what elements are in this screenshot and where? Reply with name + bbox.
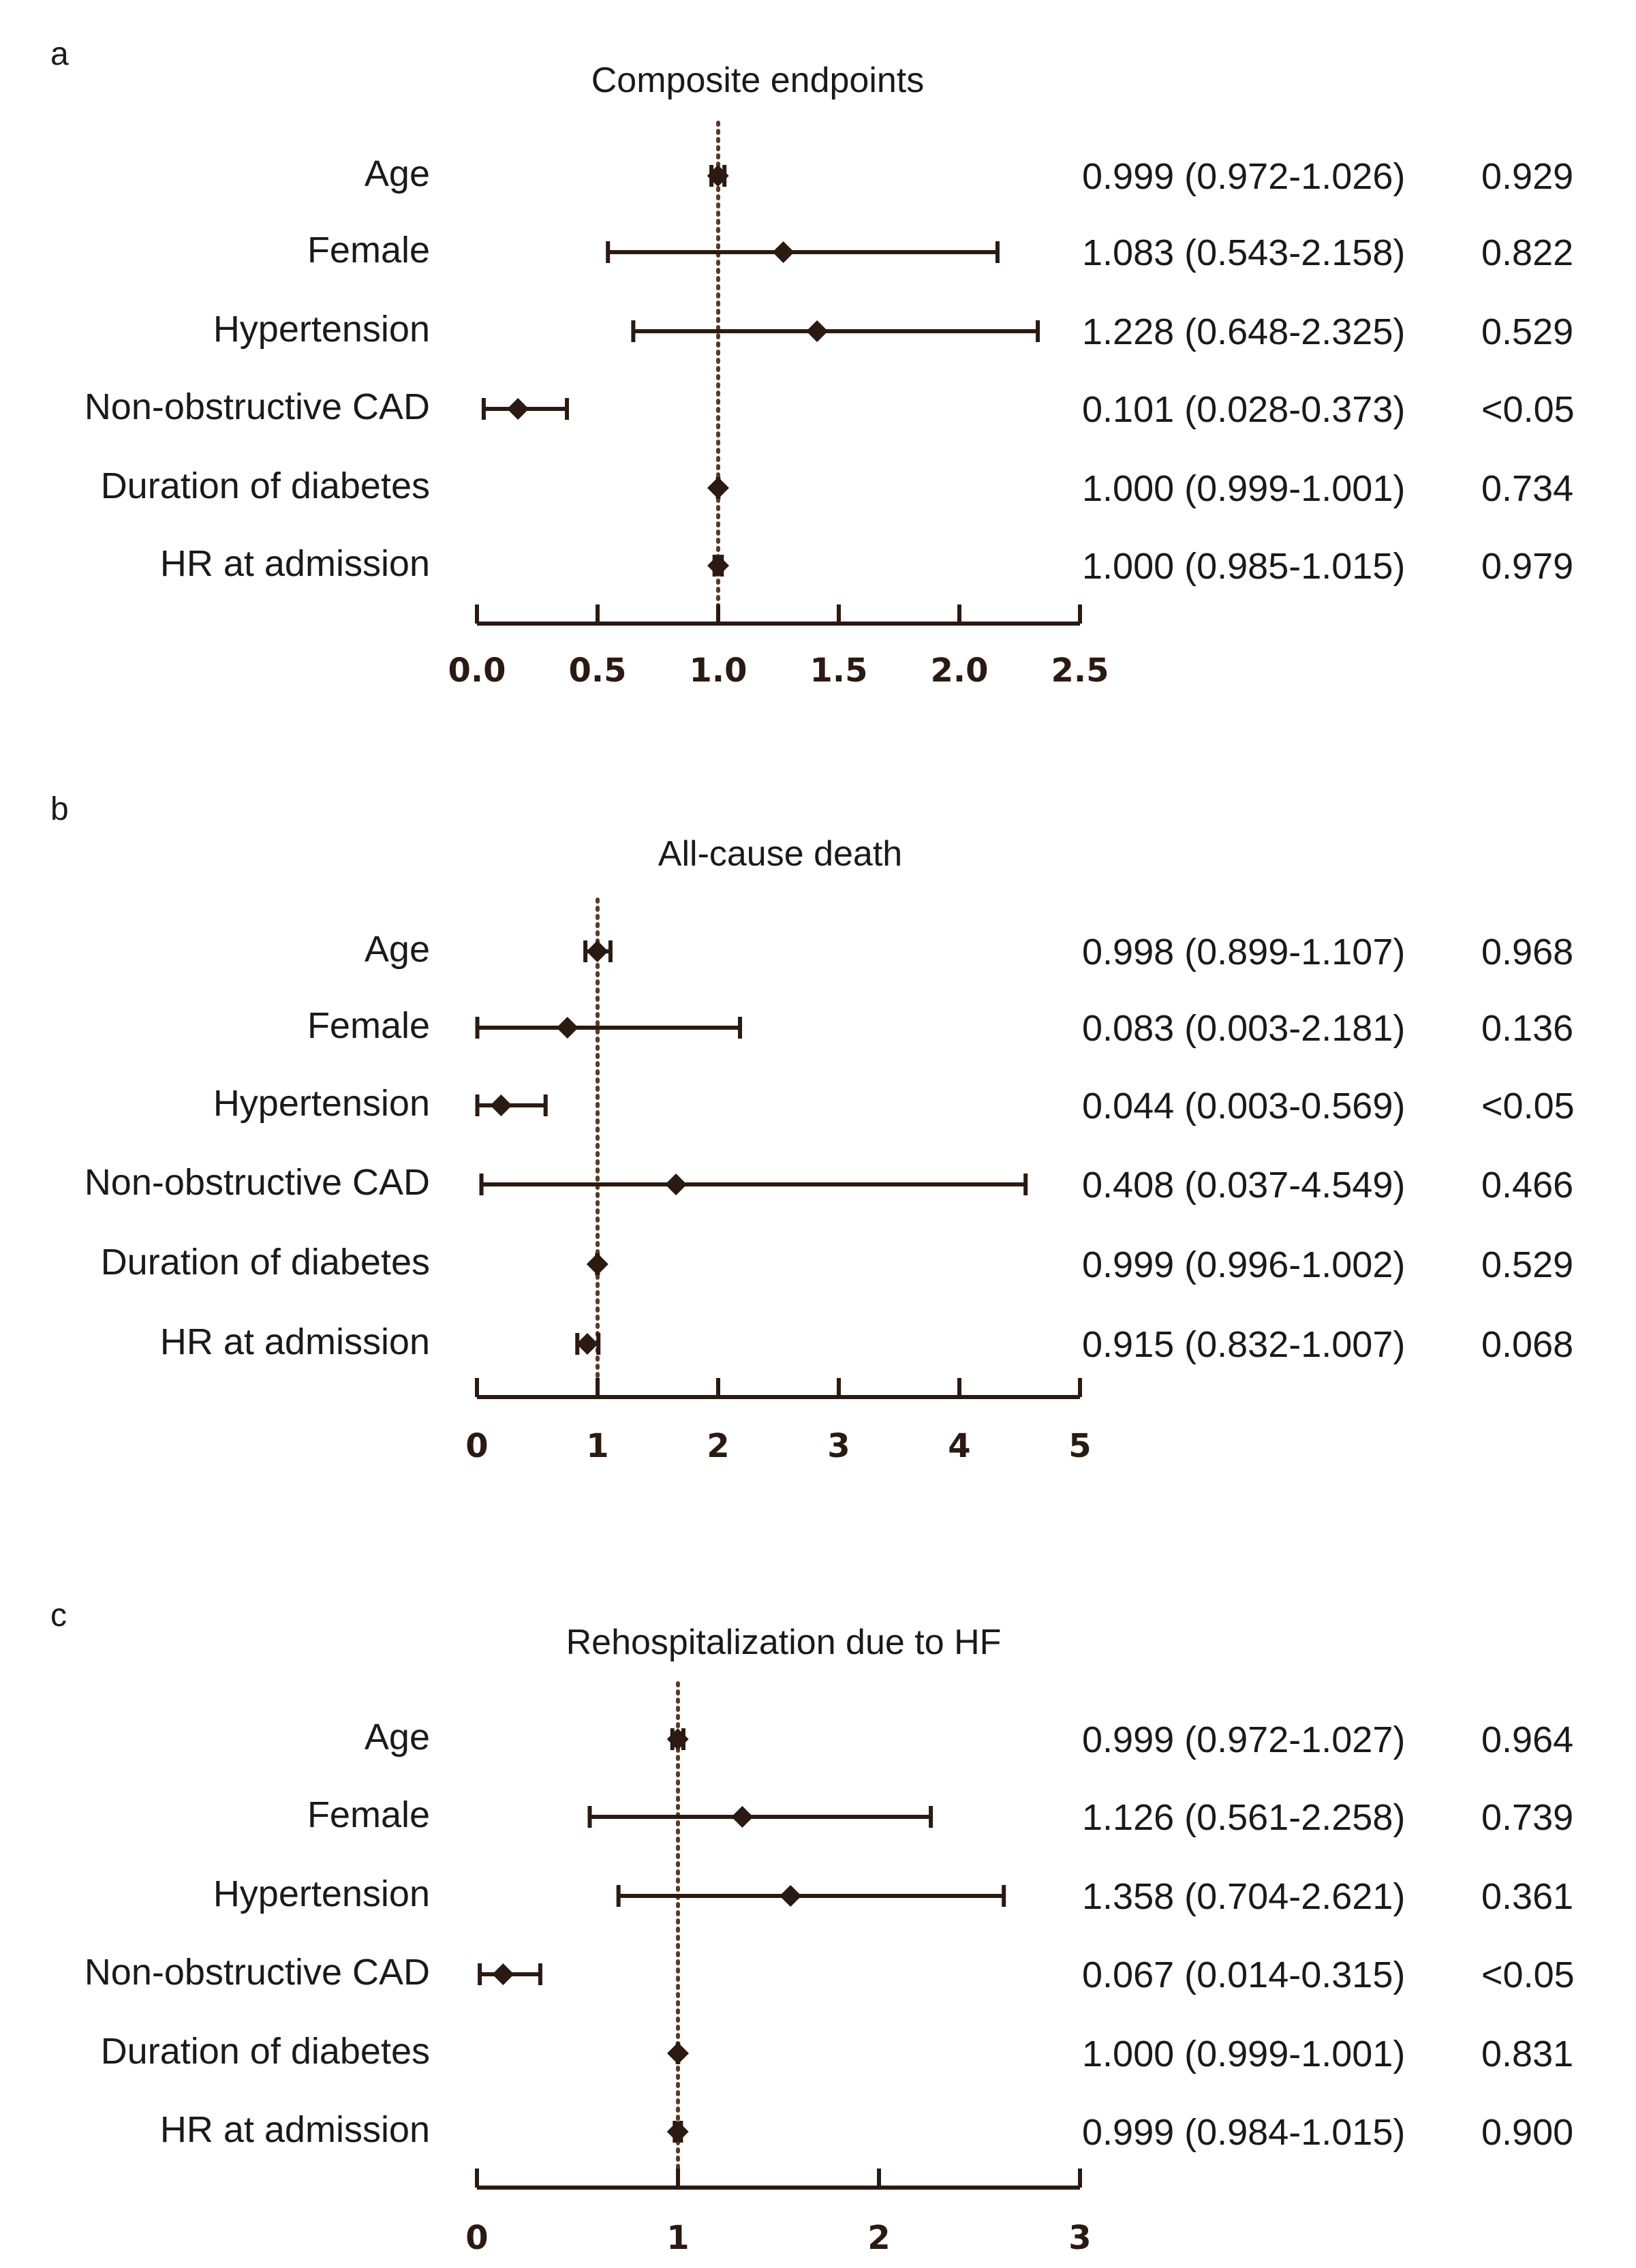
hazard-ratio-ci: 0.915 (0.832-1.007) (1082, 1324, 1406, 1365)
row-label: Age (364, 1717, 430, 1758)
point-estimate (707, 477, 729, 499)
point-estimate (731, 1806, 754, 1828)
point-estimate (666, 2121, 689, 2143)
x-tick-label: 3 (827, 1427, 850, 1465)
x-tick-label: 2 (707, 1427, 729, 1465)
p-value: <0.05 (1481, 389, 1575, 430)
p-value: 0.734 (1481, 468, 1574, 509)
panel-letter: c (50, 1597, 67, 1634)
x-tick-label: 1 (586, 1427, 608, 1465)
panel-title: Composite endpoints (591, 61, 925, 100)
panel-title: All-cause death (658, 834, 903, 874)
hazard-ratio-ci: 0.999 (0.972-1.026) (1082, 156, 1406, 197)
row-label: Non-obstructive CAD (84, 1952, 430, 1993)
x-tick-label: 5 (1068, 1427, 1091, 1465)
point-estimate (507, 398, 529, 420)
row-label: HR at admission (159, 1321, 430, 1362)
p-value: 0.831 (1481, 2034, 1574, 2074)
x-tick-label: 0.5 (568, 652, 626, 690)
p-value: 0.739 (1481, 1797, 1574, 1838)
row-label: Duration of diabetes (100, 465, 430, 506)
row-label: Non-obstructive CAD (84, 386, 430, 427)
p-value: 0.822 (1481, 232, 1574, 273)
panel-letter: b (50, 791, 69, 827)
p-value: 0.929 (1481, 156, 1574, 197)
point-estimate (556, 1017, 578, 1039)
x-tick-label: 2.0 (930, 652, 988, 690)
row-label: Duration of diabetes (100, 1242, 430, 1283)
hazard-ratio-ci: 0.999 (0.972-1.027) (1082, 1719, 1406, 1760)
point-estimate (806, 320, 829, 342)
x-tick-label: 0 (465, 2219, 488, 2257)
panel-title: Rehospitalization due to HF (566, 1623, 1002, 1662)
point-estimate (492, 1963, 514, 1985)
hazard-ratio-ci: 1.000 (0.999-1.001) (1082, 2034, 1406, 2074)
p-value: 0.361 (1481, 1876, 1574, 1917)
p-value: 0.068 (1481, 1324, 1574, 1365)
p-value: 0.979 (1481, 546, 1574, 587)
x-tick-label: 1.5 (809, 652, 867, 690)
row-label: HR at admission (159, 543, 430, 584)
forest-plot-a: 0.0 0.5 1.0 1.5 2.0 2.5 (448, 121, 1109, 690)
hazard-ratio-ci: 0.999 (0.984-1.015) (1082, 2112, 1406, 2153)
hazard-ratio-ci: 0.101 (0.028-0.373) (1082, 389, 1406, 430)
hazard-ratio-ci: 0.067 (0.014-0.315) (1082, 1955, 1406, 1995)
hazard-ratio-ci: 0.999 (0.996-1.002) (1082, 1244, 1406, 1285)
p-value: 0.900 (1481, 2112, 1574, 2153)
point-estimate (490, 1094, 512, 1116)
row-label: Duration of diabetes (100, 2031, 430, 2072)
panel-letter: a (50, 36, 69, 72)
p-value: 0.529 (1481, 1244, 1574, 1285)
row-label: HR at admission (159, 2109, 430, 2150)
hazard-ratio-ci: 1.358 (0.704-2.621) (1082, 1876, 1406, 1917)
p-value: 0.964 (1481, 1719, 1574, 1760)
p-value: 0.968 (1481, 932, 1574, 972)
x-tick-label: 1 (666, 2219, 689, 2257)
x-tick-label: 4 (948, 1427, 970, 1465)
x-tick-label: 0 (465, 1427, 488, 1465)
row-label: Female (307, 1794, 430, 1835)
hazard-ratio-ci: 1.000 (0.985-1.015) (1082, 546, 1406, 587)
hazard-ratio-ci: 0.044 (0.003-0.569) (1082, 1086, 1406, 1127)
p-value: 0.136 (1481, 1008, 1574, 1049)
row-label: Age (364, 929, 430, 970)
x-tick-label: 1.0 (689, 652, 747, 690)
row-label: Female (307, 1005, 430, 1046)
forest-plot-b: 0 1 2 3 4 5 (465, 898, 1092, 1465)
point-estimate (707, 555, 729, 577)
point-estimate (772, 241, 794, 263)
point-estimate (665, 1174, 688, 1195)
hazard-ratio-ci: 0.408 (0.037-4.549) (1082, 1165, 1406, 1206)
point-estimate (666, 1728, 689, 1750)
point-estimate (667, 2042, 689, 2064)
row-label: Hypertension (213, 1083, 430, 1124)
hazard-ratio-ci: 1.083 (0.543-2.158) (1082, 232, 1406, 273)
p-value: <0.05 (1481, 1086, 1575, 1127)
hazard-ratio-ci: 1.228 (0.648-2.325) (1082, 311, 1406, 352)
p-value: 0.466 (1481, 1165, 1574, 1206)
row-label: Female (307, 230, 430, 271)
point-estimate (586, 940, 608, 962)
p-value: 0.529 (1481, 311, 1574, 352)
x-tick-label: 2.5 (1051, 652, 1109, 690)
point-estimate (707, 165, 729, 187)
x-tick-label: 0.0 (448, 652, 506, 690)
p-value: <0.05 (1481, 1955, 1575, 1995)
point-estimate (586, 1253, 608, 1275)
x-tick-label: 3 (1068, 2219, 1091, 2257)
row-label: Non-obstructive CAD (84, 1162, 430, 1203)
row-label: Hypertension (213, 1873, 430, 1914)
point-estimate (780, 1885, 802, 1907)
hazard-ratio-ci: 0.083 (0.003-2.181) (1082, 1008, 1406, 1049)
x-tick-label: 2 (867, 2219, 890, 2257)
row-label: Hypertension (213, 309, 430, 350)
hazard-ratio-ci: 1.126 (0.561-2.258) (1082, 1797, 1406, 1838)
row-label: Age (364, 153, 430, 194)
hazard-ratio-ci: 0.998 (0.899-1.107) (1082, 932, 1406, 972)
hazard-ratio-ci: 1.000 (0.999-1.001) (1082, 468, 1406, 509)
point-estimate (576, 1333, 598, 1355)
